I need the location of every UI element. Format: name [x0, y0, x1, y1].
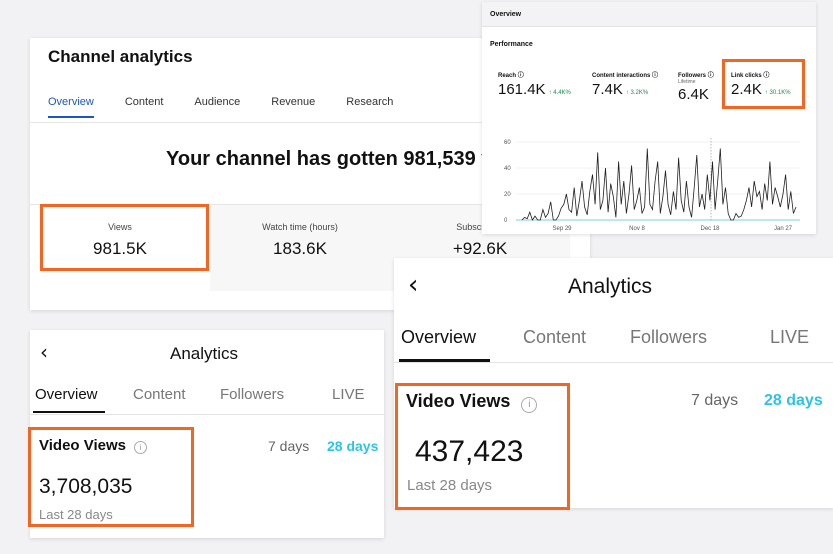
metric-value: 981.5K: [93, 239, 147, 258]
performance-title: Performance: [490, 41, 533, 48]
stat-value: 2.4K: [731, 81, 762, 98]
tab-overview[interactable]: Overview: [35, 386, 98, 403]
tab-overview[interactable]: Overview: [401, 327, 477, 347]
tab-overview[interactable]: Overview: [48, 96, 94, 118]
tab-followers[interactable]: Followers: [220, 386, 285, 403]
metric-value: 183.6K: [273, 239, 327, 258]
metric-value: +92.6K: [452, 239, 508, 258]
tab-live[interactable]: LIVE: [770, 327, 810, 347]
range-28-days[interactable]: 28 days: [764, 392, 823, 409]
stat-label: Link clicks: [731, 73, 762, 79]
tab-followers[interactable]: Followers: [630, 327, 708, 347]
range-7-days[interactable]: 7 days: [268, 438, 310, 454]
meta-overview-card: Overview Performance Reach ⓘ 161.4K ↑ 4.4…: [482, 2, 816, 234]
overview-title: Overview: [490, 11, 522, 18]
metric-label: Video Views: [39, 437, 126, 454]
tab-live[interactable]: LIVE: [332, 386, 365, 403]
info-icon[interactable]: i: [134, 441, 148, 454]
active-tab-indicator: [399, 359, 490, 362]
period-label: Last 28 days: [39, 507, 113, 522]
info-icon: ⓘ: [652, 73, 659, 79]
tab-content[interactable]: Content: [133, 386, 186, 403]
y-tick-label: 60: [504, 140, 511, 146]
stat-label: Reach: [498, 73, 517, 79]
screen-title: Analytics: [170, 344, 239, 363]
stat-link-clicks[interactable]: Link clicks ⓘ 2.4K ↑ 30.1K%: [731, 70, 791, 98]
tab-content[interactable]: Content: [124, 96, 164, 108]
stat-change: ↑ 4.4K%: [548, 90, 571, 96]
tab-revenue[interactable]: Revenue: [271, 96, 316, 108]
video-views-value: 437,423: [415, 435, 524, 468]
channel-headline: Your channel has gotten 981,539 v: [166, 148, 493, 170]
y-tick-label: 40: [504, 166, 511, 172]
y-tick-label: 0: [504, 218, 508, 224]
info-icon[interactable]: i: [521, 397, 538, 413]
stat-change: ↑ 30.1K%: [764, 90, 791, 96]
stat-change: ↑ 3.2K%: [625, 90, 649, 96]
metric-label: Views: [108, 222, 132, 232]
video-views-label: Video Views i: [39, 437, 148, 454]
metric-views[interactable]: Views 981.5K: [30, 205, 210, 291]
metric-label: Subscribers: [456, 222, 504, 232]
back-arrow-icon[interactable]: ‹: [40, 340, 48, 364]
stat-label: Content interactions: [592, 73, 651, 79]
stat-value: 161.4K: [498, 81, 546, 98]
tab-audience[interactable]: Audience: [194, 96, 241, 108]
range-28-days[interactable]: 28 days: [327, 438, 379, 454]
info-icon: ⓘ: [517, 73, 524, 79]
series-line: [521, 148, 797, 221]
metric-watch-time[interactable]: Watch time (hours) 183.6K: [210, 205, 390, 291]
page-title: Channel analytics: [48, 47, 193, 66]
divider: [30, 414, 384, 415]
x-tick-label: Nov 8: [629, 226, 645, 232]
stat-value: 7.4K: [592, 81, 623, 98]
metric-label: Watch time (hours): [262, 222, 338, 232]
active-tab-indicator: [33, 411, 105, 413]
stat-reach[interactable]: Reach ⓘ 161.4K ↑ 4.4K%: [498, 70, 571, 98]
info-icon: ⓘ: [763, 73, 770, 79]
tab-research[interactable]: Research: [346, 96, 394, 108]
tiktok-analytics-card-small: ‹ Analytics Overview Content Followers L…: [30, 330, 384, 538]
video-views-label: Video Views i: [406, 391, 538, 413]
x-tick-label: Dec 18: [700, 226, 720, 232]
info-icon: ⓘ: [707, 73, 714, 79]
divider: [394, 362, 833, 363]
overview-header: Overview: [482, 2, 816, 27]
x-tick-label: Jan 27: [774, 226, 793, 232]
tiktok-analytics-card-large: ‹ Analytics Overview Content Followers L…: [394, 258, 833, 508]
performance-line-chart: 60 40 20 0 Sep 29 Nov 8 Dec 18 Jan 27: [504, 138, 800, 232]
stat-followers[interactable]: Followers ⓘ Lifetime 6.4K: [678, 70, 714, 103]
range-7-days[interactable]: 7 days: [691, 392, 739, 409]
metric-row: Views 981.5K Watch time (hours) 183.6K S…: [30, 204, 590, 291]
divider: [30, 122, 590, 123]
y-tick-label: 20: [504, 192, 511, 198]
tab-bar: Overview Content Audience Revenue Resear…: [48, 96, 424, 118]
period-label: Last 28 days: [407, 477, 493, 494]
screen-title: Analytics: [568, 275, 653, 298]
stat-content-interactions[interactable]: Content interactions ⓘ 7.4K ↑ 3.2K%: [592, 70, 658, 98]
x-tick-label: Sep 29: [552, 226, 572, 232]
stat-value: 6.4K: [678, 86, 709, 103]
stat-label: Followers: [678, 73, 707, 79]
back-arrow-icon[interactable]: ‹: [408, 270, 419, 300]
video-views-value: 3,708,035: [39, 475, 133, 498]
stat-sublabel: Lifetime: [678, 79, 696, 85]
metric-label: Video Views: [406, 391, 511, 411]
tab-content[interactable]: Content: [523, 327, 587, 347]
